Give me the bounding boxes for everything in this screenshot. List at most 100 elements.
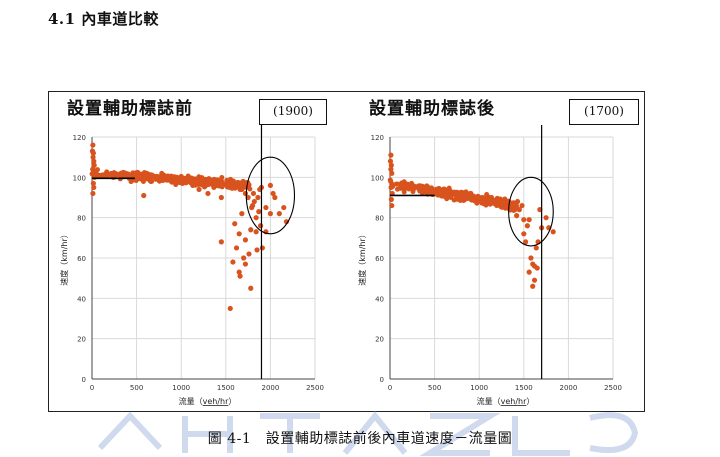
data-point	[388, 152, 394, 158]
data-point	[276, 211, 282, 217]
data-point	[409, 184, 415, 190]
data-point	[543, 215, 549, 221]
data-point	[503, 204, 509, 211]
data-point	[388, 166, 394, 172]
data-point	[196, 186, 202, 193]
data-point	[92, 174, 98, 180]
x-tick-label: 0	[90, 384, 94, 392]
data-point	[236, 269, 242, 275]
data-point	[522, 239, 529, 245]
data-point	[272, 194, 278, 201]
data-point	[203, 178, 209, 184]
data-point	[255, 194, 261, 201]
data-point	[446, 185, 452, 191]
data-point	[205, 190, 211, 197]
x-tick-label: 1000	[470, 384, 488, 392]
data-point	[190, 182, 196, 188]
data-point	[444, 195, 450, 201]
data-point	[218, 194, 224, 201]
data-point	[233, 245, 240, 251]
data-point	[521, 231, 527, 237]
y-tick-label: 80	[77, 215, 86, 223]
data-point	[528, 255, 534, 261]
data-point	[484, 191, 490, 197]
data-point	[533, 245, 539, 251]
data-point	[149, 172, 155, 178]
x-tick-label: 1500	[217, 384, 235, 392]
data-point	[142, 175, 148, 181]
data-point	[256, 209, 262, 215]
section-heading: 4.1 內車道比較	[48, 10, 159, 28]
x-tick-label: 500	[130, 384, 143, 392]
data-point	[148, 179, 154, 185]
data-point	[117, 173, 123, 179]
data-point	[267, 182, 273, 188]
data-point	[394, 186, 400, 192]
data-point	[388, 162, 394, 168]
data-point	[458, 192, 464, 198]
data-point	[182, 177, 188, 183]
data-point	[132, 172, 138, 178]
chart-title-before: 設置輔助標誌前	[67, 99, 193, 119]
y-tick-label: 0	[380, 376, 384, 384]
data-point	[219, 175, 225, 181]
data-point	[526, 269, 532, 275]
data-point	[230, 259, 236, 265]
data-point	[500, 200, 506, 206]
y-tick-label: 100	[73, 174, 86, 182]
scatter-chart-before: 0 20 40 60 80 100 120 0 500 1000 1500 2000 2500 速度（km…	[59, 125, 324, 406]
y-tick-label: 20	[375, 336, 384, 344]
data-point	[242, 237, 249, 243]
data-point	[441, 186, 447, 192]
data-point	[248, 285, 254, 291]
data-point	[516, 207, 522, 213]
data-point	[550, 229, 556, 235]
data-point	[419, 190, 425, 196]
data-point	[248, 227, 254, 233]
data-point	[219, 183, 225, 189]
data-point	[530, 283, 536, 289]
data-point	[90, 142, 96, 148]
data-point	[388, 184, 394, 191]
data-point	[235, 179, 241, 185]
data-point	[401, 189, 407, 195]
data-point	[91, 158, 97, 164]
data-point	[199, 182, 205, 188]
data-point	[437, 189, 443, 195]
data-point	[237, 273, 243, 279]
y-tick-label: 120	[371, 134, 384, 142]
data-point	[423, 186, 429, 192]
data-point	[239, 179, 245, 185]
data-point	[92, 168, 98, 174]
data-point	[526, 217, 532, 223]
y-tick-label: 80	[375, 215, 384, 223]
data-point	[514, 198, 521, 205]
data-point	[400, 183, 406, 189]
data-point	[281, 204, 287, 211]
data-point	[239, 186, 245, 193]
data-point	[424, 190, 430, 196]
data-point	[235, 183, 241, 189]
y-tick-label: 100	[371, 174, 384, 182]
figure-caption: 圖 4-1 設置輔助標誌前後內車道速度－流量圖	[207, 431, 513, 447]
data-point	[254, 247, 260, 253]
data-point	[267, 211, 273, 217]
data-point	[241, 255, 247, 261]
data-point	[239, 211, 245, 217]
data-point	[389, 202, 395, 209]
x-tick-label: 500	[428, 384, 441, 392]
data-point	[230, 179, 236, 185]
data-point	[188, 176, 194, 182]
data-point	[494, 198, 500, 205]
data-point	[90, 180, 96, 186]
data-point	[259, 245, 265, 251]
data-point	[141, 192, 147, 199]
data-point	[388, 196, 394, 203]
data-point	[463, 194, 469, 200]
chart-title-after: 設置輔助標誌後	[369, 99, 495, 119]
x-tick-label: 0	[388, 384, 392, 392]
y-tick-label: 20	[77, 336, 86, 344]
data-point	[487, 198, 493, 204]
highlight-ellipse	[508, 176, 554, 247]
data-point	[531, 277, 538, 283]
